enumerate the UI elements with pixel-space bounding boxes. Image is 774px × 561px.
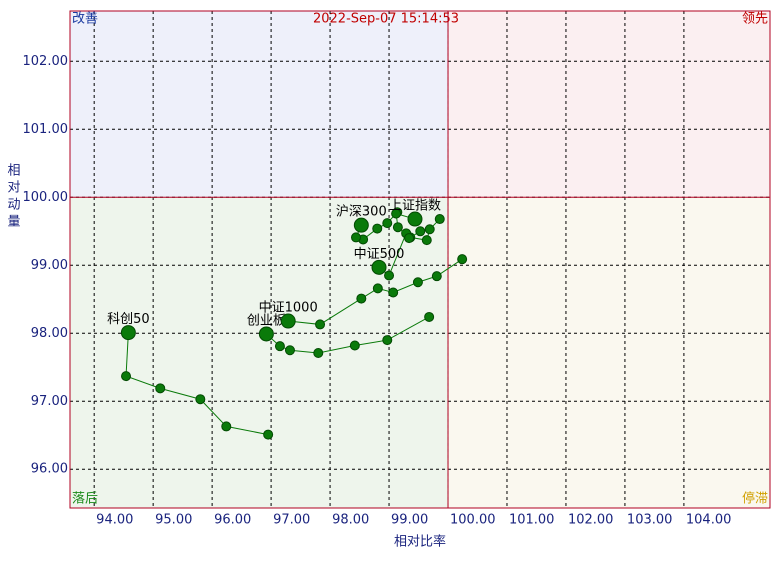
y-tick-label: 97.00 (31, 394, 68, 409)
head-point (371, 259, 387, 275)
quadrant-bg (70, 11, 449, 198)
x-tick-label: 103.00 (627, 513, 673, 528)
quadrant-bg (70, 197, 449, 508)
head-point (120, 325, 136, 341)
trail-point (434, 214, 445, 225)
trail-point (424, 224, 435, 235)
y-tick-label: 102.00 (23, 54, 69, 69)
trail-point (412, 277, 423, 288)
x-tick-label: 94.00 (96, 513, 133, 528)
chart-title: 2022-Sep-07 15:14:53 (313, 12, 459, 27)
series-label: 中证1000 (259, 301, 318, 316)
series-label: 科创50 (107, 312, 150, 327)
trail-point (284, 345, 295, 356)
trail-point (421, 235, 432, 246)
trail-point (155, 383, 166, 394)
y-tick-label: 96.00 (31, 462, 68, 477)
x-tick-label: 96.00 (214, 513, 251, 528)
y-tick-label: 101.00 (23, 122, 69, 137)
quadrant-label: 落后 (72, 492, 98, 507)
x-tick-label: 104.00 (686, 513, 732, 528)
x-tick-label: 97.00 (273, 513, 310, 528)
trail-point (356, 293, 367, 304)
trail-point (313, 347, 324, 358)
trail-point (391, 208, 402, 219)
trail-point (404, 233, 415, 244)
quadrant-bg (448, 197, 770, 508)
x-axis-title: 相对比率 (394, 534, 446, 550)
quadrant-label: 领先 (742, 12, 768, 27)
quadrant-bg (448, 11, 770, 198)
trail-point (457, 254, 468, 265)
trail-point (372, 283, 383, 294)
trail-point (382, 218, 393, 229)
trail-point (274, 341, 285, 352)
trail-point (263, 429, 274, 440)
trail-point (382, 335, 393, 346)
y-tick-label: 98.00 (31, 326, 68, 341)
y-tick-label: 100.00 (23, 190, 69, 205)
head-point (258, 326, 274, 342)
trail-point (431, 271, 442, 282)
y-axis-title: 相对动量 (5, 163, 21, 231)
x-tick-label: 100.00 (450, 513, 496, 528)
trail-point (221, 421, 232, 432)
quadrant-label: 停滞 (742, 491, 768, 507)
trail-point (388, 287, 399, 298)
x-tick-label: 99.00 (391, 513, 428, 528)
x-tick-label: 102.00 (568, 513, 614, 528)
series-label: 上证指数 (389, 199, 441, 214)
trail-point (372, 223, 383, 234)
head-point (353, 217, 369, 233)
series-label: 沪深300 (336, 204, 387, 220)
trail-point (351, 232, 362, 243)
quadrant-label: 改善 (72, 11, 98, 27)
trail-point (195, 394, 206, 405)
trail-point (424, 311, 435, 322)
trail-point (384, 270, 395, 281)
series-label: 创业板 (247, 313, 286, 328)
trail-point (415, 226, 426, 237)
x-tick-label: 101.00 (509, 513, 555, 528)
trail-line (125, 332, 269, 436)
trail-point (121, 371, 132, 382)
trail-point (349, 340, 360, 351)
head-point (280, 313, 296, 329)
series-label: 中证500 (354, 247, 405, 262)
head-point (407, 211, 423, 227)
plot-frame (69, 10, 771, 509)
trail-point (315, 319, 326, 330)
x-tick-label: 95.00 (155, 513, 192, 528)
x-tick-label: 98.00 (332, 513, 369, 528)
trail-point (392, 222, 403, 233)
y-tick-label: 99.00 (31, 258, 68, 273)
